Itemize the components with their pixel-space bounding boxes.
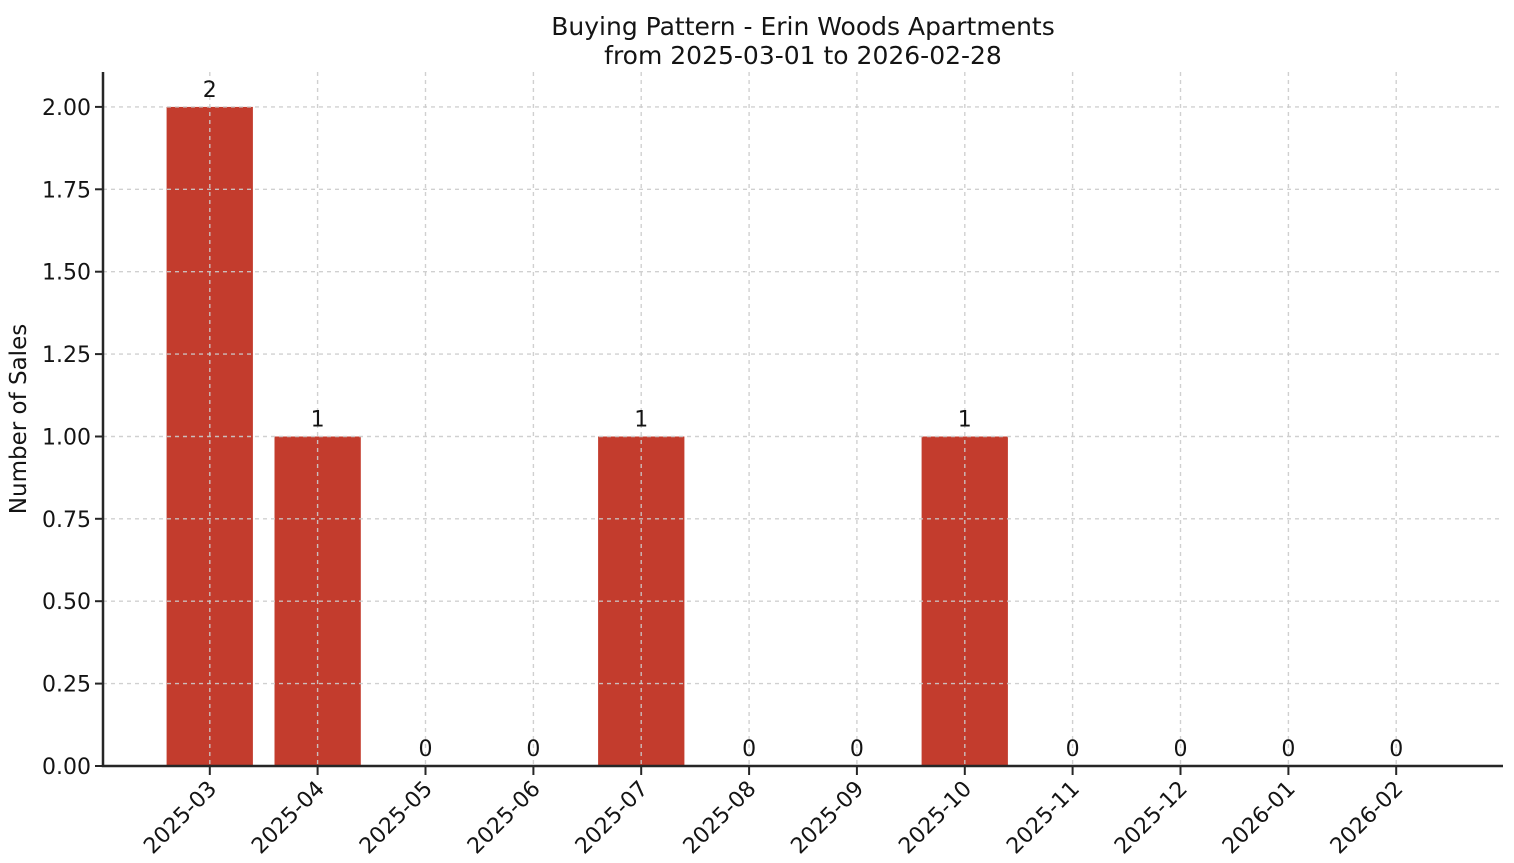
x-tick-label: 2025-07 [571, 777, 654, 860]
bar-value-label: 0 [1066, 737, 1080, 762]
y-axis-label: Number of Sales [6, 324, 32, 514]
y-tick-label: 0.00 [42, 755, 91, 780]
x-tick-label: 2026-02 [1326, 777, 1409, 860]
x-tick-label: 2025-06 [463, 777, 546, 860]
bar-value-label: 0 [742, 737, 756, 762]
x-tick-label: 2025-10 [894, 777, 977, 860]
bar-value-label: 1 [634, 408, 648, 433]
y-tick-label: 2.00 [42, 96, 91, 121]
x-tick-label: 2025-12 [1110, 777, 1193, 860]
y-tick-label: 0.75 [42, 508, 91, 533]
y-tick-label: 0.50 [42, 590, 91, 615]
x-tick-label: 2025-11 [1002, 777, 1085, 860]
y-tick-label: 1.25 [42, 343, 91, 368]
y-tick-label: 1.00 [42, 426, 91, 451]
y-tick-label: 1.75 [42, 178, 91, 203]
bar-value-label: 1 [311, 408, 325, 433]
y-tick-label: 1.50 [42, 261, 91, 286]
bar-value-label: 1 [958, 408, 972, 433]
bar-value-label: 0 [1281, 737, 1295, 762]
x-tick-label: 2025-09 [786, 777, 869, 860]
x-tick-label: 2026-01 [1218, 777, 1301, 860]
bar-value-label: 0 [526, 737, 540, 762]
bar-value-label: 0 [1174, 737, 1188, 762]
grid-layer [103, 72, 1503, 766]
chart-subtitle: from 2025-03-01 to 2026-02-28 [604, 41, 1002, 70]
chart-title: Buying Pattern - Erin Woods Apartments [551, 12, 1055, 41]
x-tick-label: 2025-08 [679, 777, 762, 860]
x-tick-label: 2025-04 [247, 777, 330, 860]
axes-layer [95, 72, 1503, 775]
bar-value-label: 2 [203, 78, 217, 103]
bar-value-label: 0 [1389, 737, 1403, 762]
y-tick-label: 0.25 [42, 673, 91, 698]
x-tick-label: 2025-03 [139, 777, 222, 860]
bar-value-label: 0 [419, 737, 433, 762]
bar-value-label: 0 [850, 737, 864, 762]
x-tick-label: 2025-05 [355, 777, 438, 860]
